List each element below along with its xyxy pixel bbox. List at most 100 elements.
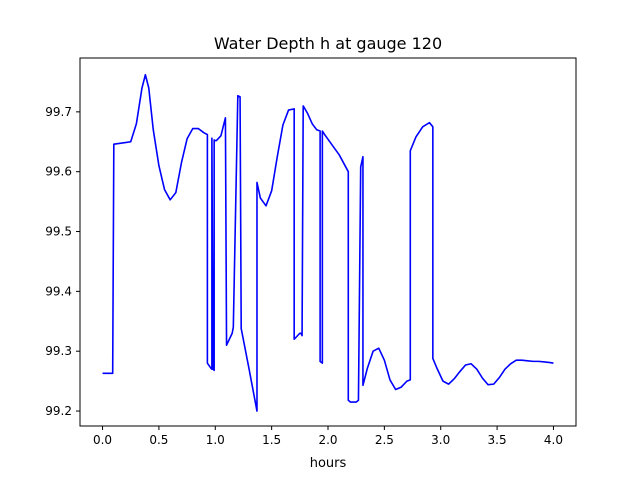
data-point (437, 368, 439, 370)
data-point (324, 134, 326, 136)
data-point (203, 132, 205, 134)
data-point (358, 399, 360, 401)
data-point (322, 130, 324, 132)
data-point (311, 123, 313, 125)
data-point (504, 368, 506, 370)
data-point (406, 380, 408, 382)
x-tick-label: 3.0 (431, 433, 450, 447)
x-tick-label: 1.0 (206, 433, 225, 447)
data-point (527, 360, 529, 362)
data-point (360, 166, 362, 168)
x-tick-label: 0.5 (149, 433, 168, 447)
x-tick-label: 0.0 (93, 433, 112, 447)
data-point (432, 358, 434, 360)
data-point (362, 385, 364, 387)
data-point (372, 350, 374, 352)
data-point (130, 141, 132, 143)
data-point (256, 182, 258, 184)
data-point (136, 123, 138, 125)
data-point (181, 162, 183, 164)
data-point (212, 368, 214, 370)
data-point (465, 364, 467, 366)
data-point (521, 359, 523, 361)
data-point (442, 380, 444, 382)
data-point (470, 363, 472, 365)
data-point (395, 389, 397, 391)
x-tick-label: 3.5 (488, 433, 507, 447)
data-point (248, 368, 250, 370)
x-axis: 0.0 0.5 1.0 1.5 2.0 2.5 3.0 3.5 4.0 (93, 426, 563, 447)
data-point (300, 332, 302, 334)
data-point (207, 134, 209, 136)
data-point (213, 370, 215, 372)
data-point (409, 379, 411, 381)
series-layer (102, 73, 555, 412)
x-tick-label: 2.5 (375, 433, 394, 447)
data-point (198, 128, 200, 130)
x-tick-label: 2.0 (318, 433, 337, 447)
data-point (400, 386, 402, 388)
data-point (448, 383, 450, 385)
data-point (226, 344, 228, 346)
data-point (210, 367, 212, 369)
data-point (158, 165, 160, 167)
data-point (347, 399, 349, 401)
data-point (282, 124, 284, 126)
data-point (487, 384, 489, 386)
data-point (192, 128, 194, 130)
data-point (225, 117, 227, 119)
data-point (211, 137, 213, 139)
data-point (102, 373, 104, 375)
data-point (220, 135, 222, 137)
data-point (265, 205, 267, 207)
data-point (482, 377, 484, 379)
data-point (141, 87, 143, 89)
data-point (544, 361, 546, 363)
data-point (532, 361, 534, 363)
x-tick-label: 1.5 (262, 433, 281, 447)
y-tick-label: 99.6 (45, 165, 72, 179)
x-axis-label: hours (310, 456, 347, 471)
data-point (302, 105, 304, 107)
y-tick-label: 99.2 (45, 404, 72, 418)
data-point (256, 410, 258, 412)
data-point (409, 150, 411, 152)
data-point (293, 338, 295, 340)
data-point (493, 383, 495, 385)
data-point (415, 136, 417, 138)
data-point (453, 378, 455, 380)
data-point (384, 359, 386, 361)
data-point (515, 359, 517, 361)
data-point (432, 126, 434, 128)
data-point (338, 154, 340, 156)
data-point (164, 189, 166, 191)
data-point (476, 368, 478, 370)
data-point (113, 143, 115, 145)
data-point (362, 156, 364, 158)
data-point (112, 373, 114, 375)
data-point (429, 122, 431, 124)
data-point (233, 326, 235, 328)
data-point (319, 130, 321, 132)
data-point (276, 156, 278, 158)
y-tick-label: 99.5 (45, 225, 72, 239)
data-point (422, 126, 424, 128)
data-point (240, 328, 242, 330)
data-point (186, 138, 188, 140)
data-point (169, 199, 171, 201)
data-point (148, 87, 150, 89)
data-point (207, 362, 209, 364)
y-tick-label: 99.7 (45, 105, 72, 119)
data-point (237, 95, 239, 97)
data-point (301, 335, 303, 337)
chart-title: Water Depth h at gauge 120 (214, 34, 442, 53)
data-point (293, 108, 295, 110)
data-point (152, 129, 154, 131)
data-point (307, 113, 309, 115)
data-point (319, 361, 321, 363)
data-point (260, 197, 262, 199)
data-point (239, 96, 241, 98)
data-point (553, 362, 555, 364)
data-point (389, 379, 391, 381)
